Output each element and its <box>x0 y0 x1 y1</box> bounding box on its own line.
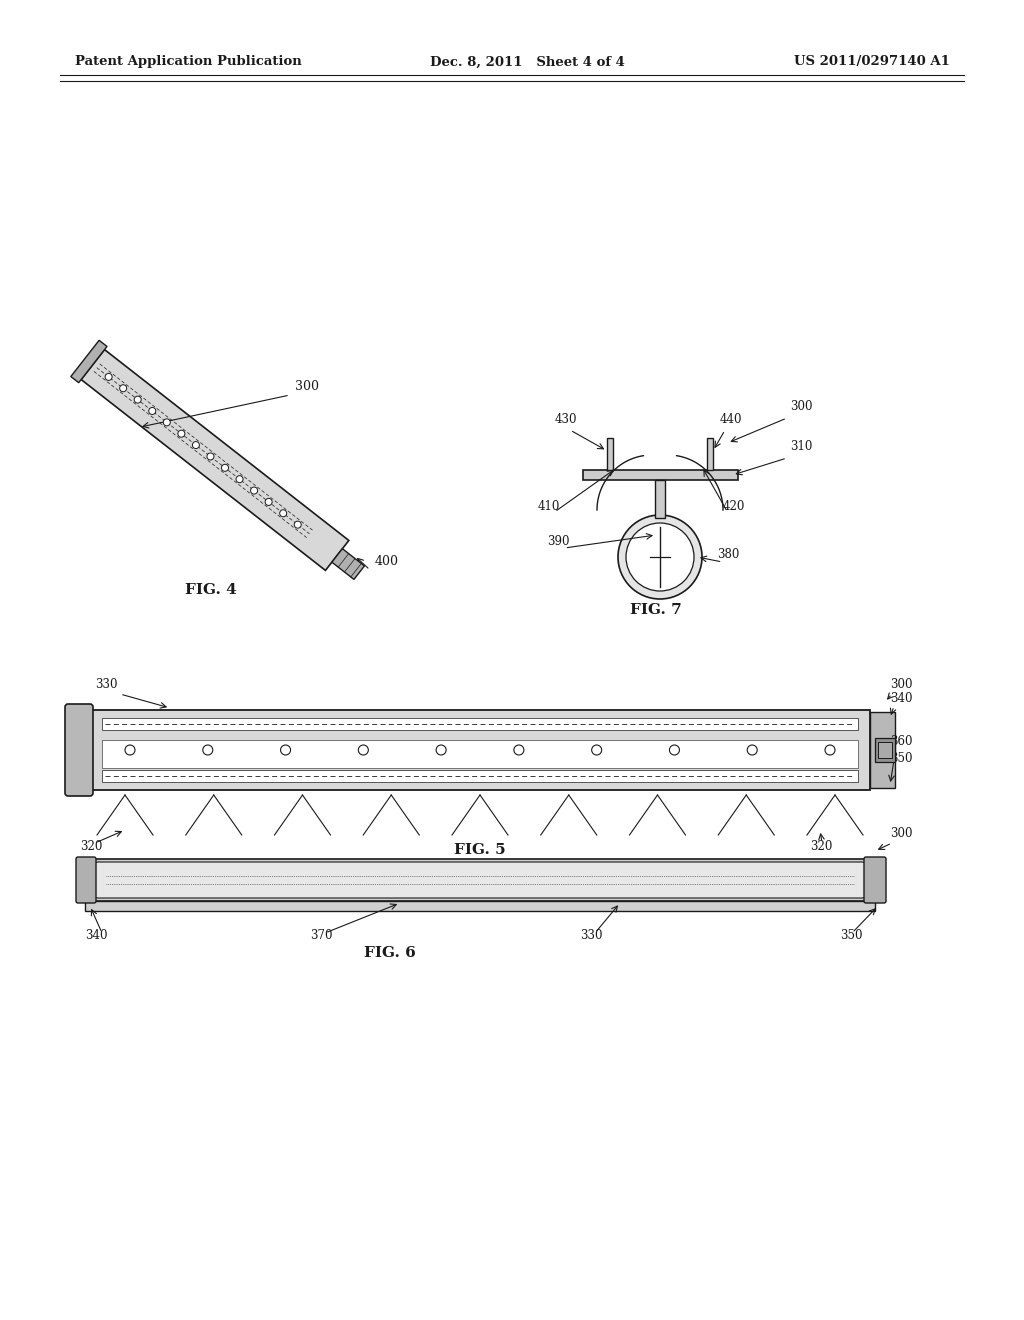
Text: 340: 340 <box>85 929 108 942</box>
Circle shape <box>280 510 287 516</box>
Bar <box>707 438 713 470</box>
Circle shape <box>105 374 112 380</box>
Text: FIG. 7: FIG. 7 <box>630 603 682 616</box>
Circle shape <box>125 744 135 755</box>
Text: 430: 430 <box>555 413 578 426</box>
Circle shape <box>514 744 524 755</box>
Circle shape <box>134 396 141 403</box>
Text: Patent Application Publication: Patent Application Publication <box>75 55 302 69</box>
Text: 370: 370 <box>310 929 333 942</box>
Text: 320: 320 <box>80 840 102 853</box>
Circle shape <box>281 744 291 755</box>
Text: 350: 350 <box>890 752 912 766</box>
Circle shape <box>436 744 446 755</box>
Circle shape <box>163 418 170 426</box>
Text: 320: 320 <box>810 840 833 853</box>
FancyBboxPatch shape <box>94 862 866 898</box>
Circle shape <box>358 744 369 755</box>
Text: 410: 410 <box>538 500 560 513</box>
Circle shape <box>626 523 694 591</box>
Text: 350: 350 <box>840 929 862 942</box>
Circle shape <box>294 521 301 528</box>
Circle shape <box>618 515 702 599</box>
Text: 300: 300 <box>890 828 912 840</box>
Text: 390: 390 <box>548 535 570 548</box>
Text: 300: 300 <box>790 400 812 413</box>
Polygon shape <box>81 350 349 570</box>
FancyBboxPatch shape <box>76 857 96 903</box>
Bar <box>102 718 858 730</box>
Circle shape <box>207 453 214 459</box>
Bar <box>583 470 737 480</box>
Circle shape <box>237 475 243 483</box>
Text: FIG. 6: FIG. 6 <box>365 946 416 960</box>
Text: 330: 330 <box>95 678 118 690</box>
Text: 300: 300 <box>295 380 319 393</box>
Bar <box>90 710 870 789</box>
Text: Dec. 8, 2011   Sheet 4 of 4: Dec. 8, 2011 Sheet 4 of 4 <box>430 55 625 69</box>
Text: 330: 330 <box>580 929 602 942</box>
Polygon shape <box>332 549 365 579</box>
Circle shape <box>265 499 272 506</box>
Circle shape <box>592 744 602 755</box>
Circle shape <box>748 744 757 755</box>
Bar <box>878 742 892 758</box>
Bar <box>607 438 613 470</box>
Text: 310: 310 <box>790 440 812 453</box>
Bar <box>102 770 858 781</box>
Circle shape <box>251 487 258 494</box>
Bar <box>870 711 895 788</box>
Text: FIG. 5: FIG. 5 <box>455 843 506 857</box>
Circle shape <box>178 430 185 437</box>
FancyBboxPatch shape <box>864 857 886 903</box>
Circle shape <box>221 465 228 471</box>
FancyBboxPatch shape <box>65 704 93 796</box>
Text: 400: 400 <box>375 554 399 568</box>
Polygon shape <box>71 341 108 383</box>
Bar <box>85 902 874 911</box>
Bar <box>874 738 895 762</box>
Text: 300: 300 <box>890 678 912 690</box>
Circle shape <box>670 744 680 755</box>
Circle shape <box>120 384 127 392</box>
Bar <box>655 480 665 517</box>
Circle shape <box>825 744 835 755</box>
Text: 380: 380 <box>718 548 740 561</box>
Circle shape <box>193 442 200 449</box>
Text: 440: 440 <box>720 413 742 426</box>
Text: FIG. 4: FIG. 4 <box>185 583 237 597</box>
Bar <box>90 859 870 902</box>
Text: US 2011/0297140 A1: US 2011/0297140 A1 <box>795 55 950 69</box>
Text: 340: 340 <box>890 692 912 705</box>
Circle shape <box>203 744 213 755</box>
Bar <box>102 741 858 768</box>
Text: 360: 360 <box>890 735 912 748</box>
Circle shape <box>148 408 156 414</box>
Text: 420: 420 <box>723 500 744 513</box>
